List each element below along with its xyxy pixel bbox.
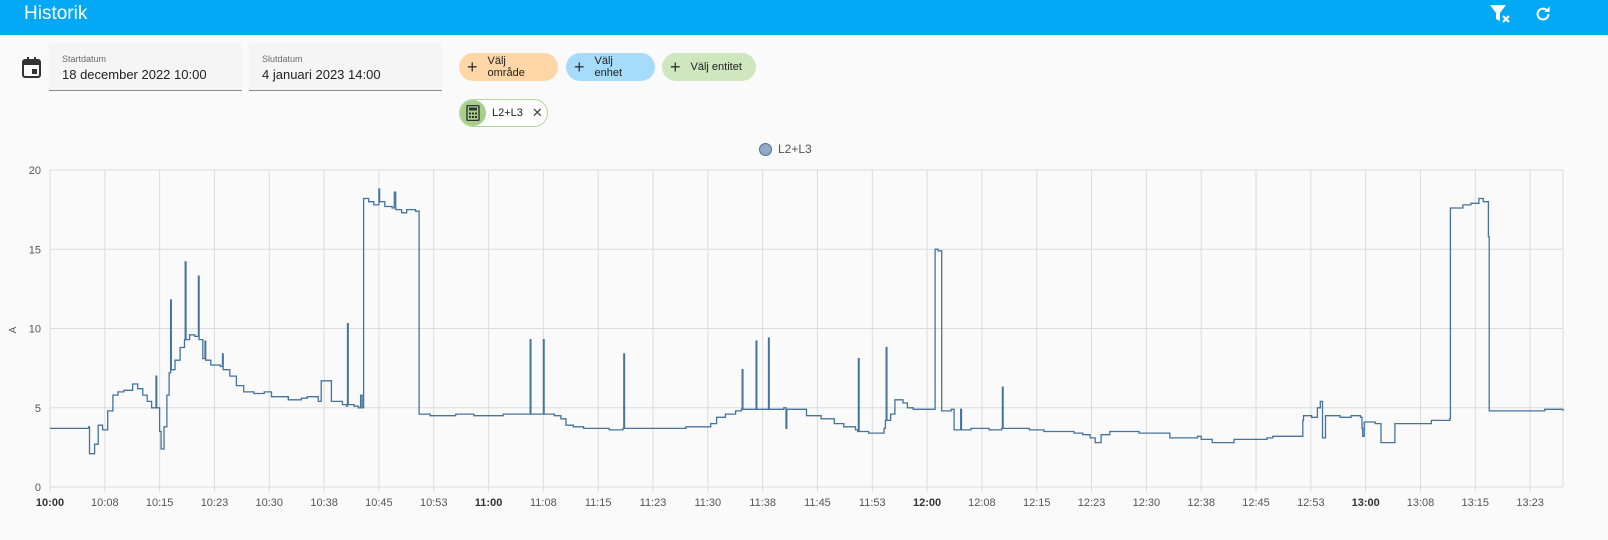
choose-entity-chip[interactable]: + Välj entitet — [662, 53, 756, 81]
y-axis-label: A — [8, 326, 19, 333]
x-tick-label: 10:00 — [36, 497, 64, 509]
y-tick-label: 15 — [29, 244, 41, 256]
y-tick-label: 10 — [29, 324, 41, 336]
x-tick-label: 13:23 — [1516, 497, 1544, 509]
plus-icon: + — [467, 57, 478, 77]
x-tick-label: 11:00 — [475, 497, 503, 509]
end-date-value: 4 januari 2023 14:00 — [262, 67, 381, 82]
choose-device-label: Välj enhet — [594, 55, 623, 79]
entity-name: L2+L3 — [492, 107, 523, 119]
legend-label: L2+L3 — [778, 142, 812, 156]
legend-swatch — [759, 142, 772, 156]
x-tick-label: 11:38 — [749, 497, 776, 509]
x-tick-label: 11:45 — [804, 497, 831, 509]
page-title: Historik — [24, 3, 88, 24]
x-tick-label: 10:15 — [146, 497, 174, 509]
choose-entity-label: Välj entitet — [690, 61, 742, 73]
end-date-field[interactable]: Slutdatum 4 januari 2023 14:00 — [249, 43, 442, 91]
y-tick-label: 20 — [29, 165, 41, 177]
x-tick-label: 11:08 — [530, 497, 557, 509]
x-tick-label: 12:53 — [1297, 497, 1325, 509]
y-axis: 0 5 10 15 20 — [29, 165, 41, 494]
selected-entity-chip[interactable]: L2+L3 ✕ — [459, 99, 548, 127]
x-tick-label: 12:45 — [1242, 497, 1270, 509]
choose-area-chip[interactable]: + Välj område — [459, 53, 558, 81]
x-tick-label: 12:38 — [1187, 497, 1215, 509]
start-date-value: 18 december 2022 10:00 — [62, 67, 207, 82]
chart-grid — [49, 169, 1564, 492]
x-tick-label: 10:53 — [420, 497, 448, 509]
clear-filter-button[interactable] — [1484, 0, 1514, 28]
top-app-bar: Historik — [0, 0, 1608, 35]
x-tick-label: 12:15 — [1023, 497, 1051, 509]
x-tick-label: 11:23 — [640, 497, 667, 509]
remove-entity-icon[interactable]: ✕ — [531, 105, 543, 120]
calendar-icon[interactable] — [22, 57, 42, 79]
x-tick-label: 10:38 — [310, 497, 338, 509]
y-tick-label: 5 — [35, 403, 41, 415]
x-tick-label: 11:15 — [585, 497, 612, 509]
x-tick-label: 11:30 — [694, 497, 721, 509]
end-date-label: Slutdatum — [262, 54, 303, 64]
x-tick-label: 10:23 — [201, 497, 229, 509]
start-date-field[interactable]: Startdatum 18 december 2022 10:00 — [49, 43, 242, 91]
series-line-l2-l3[interactable] — [50, 188, 1564, 455]
calculator-icon — [466, 105, 480, 121]
y-tick-label: 0 — [35, 482, 41, 494]
refresh-button[interactable] — [1528, 0, 1558, 28]
choose-device-chip[interactable]: + Välj enhet — [566, 53, 655, 81]
entity-avatar — [460, 100, 486, 126]
x-tick-label: 10:30 — [256, 497, 284, 509]
x-tick-label: 13:08 — [1407, 497, 1435, 509]
x-tick-label: 10:45 — [365, 497, 393, 509]
x-tick-label: 11:53 — [859, 497, 886, 509]
x-axis: 10:00 10:08 10:15 10:23 10:30 10:38 10:45 10:53… — [36, 497, 1544, 509]
chart-legend-item[interactable]: L2+L3 — [759, 142, 812, 156]
plus-icon: + — [670, 57, 681, 77]
x-tick-label: 13:00 — [1352, 497, 1380, 509]
x-tick-label: 12:08 — [968, 497, 996, 509]
x-tick-label: 12:00 — [913, 497, 941, 509]
x-tick-label: 12:23 — [1078, 497, 1106, 509]
start-date-label: Startdatum — [62, 54, 107, 64]
filter-remove-icon — [1490, 5, 1510, 23]
plus-icon: + — [574, 57, 585, 77]
choose-area-label: Välj område — [487, 55, 525, 79]
x-tick-label: 12:30 — [1133, 497, 1161, 509]
x-tick-label: 10:08 — [91, 497, 119, 509]
refresh-icon — [1536, 6, 1550, 21]
x-tick-label: 13:15 — [1462, 497, 1490, 509]
